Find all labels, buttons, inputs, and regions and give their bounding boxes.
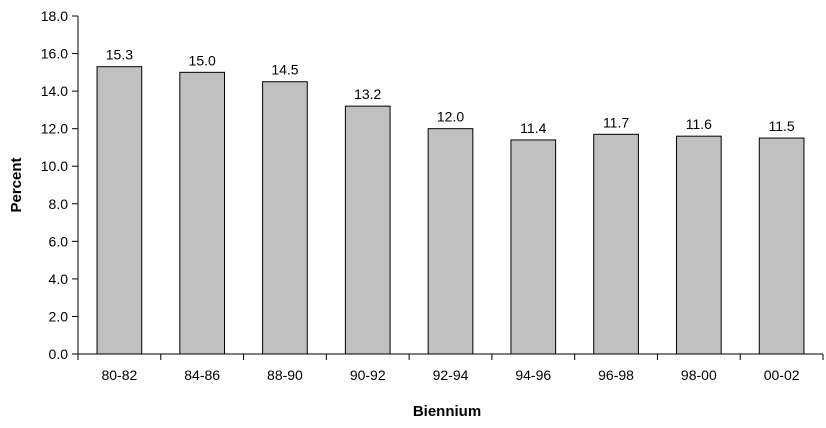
y-tick-label-6.0: 6.0: [49, 233, 69, 249]
y-tick-label-8.0: 8.0: [49, 196, 69, 212]
x-tick-label-90-92: 90-92: [350, 367, 386, 383]
y-axis-title: Percent: [8, 157, 25, 212]
bar-92-94: [427, 128, 474, 355]
data-label-88-90: 14.5: [271, 62, 298, 78]
x-tick-label-92-94: 92-94: [433, 367, 469, 383]
labels-layer: 15.3 80-82 15.0 84-86 14.5 88-90 13.2 90-92 12.0…: [41, 8, 800, 383]
data-label-92-94: 12.0: [437, 109, 464, 125]
y-tick-label-10.0: 10.0: [41, 158, 68, 174]
data-label-96-98: 11.7: [603, 114, 629, 130]
axes-layer: [72, 15, 824, 360]
x-tick-label-00-02: 00-02: [764, 367, 800, 383]
y-tick-label-12.0: 12.0: [41, 121, 68, 137]
x-tick-label-88-90: 88-90: [267, 367, 303, 383]
bar-90-92: [344, 105, 391, 355]
y-tick-label-0.0: 0.0: [49, 346, 69, 362]
bar-00-02: [758, 137, 805, 355]
data-label-84-86: 15.0: [189, 52, 216, 68]
y-tick-label-14.0: 14.0: [41, 83, 68, 99]
x-axis-title: Biennium: [413, 403, 481, 420]
data-label-80-82: 15.3: [106, 47, 133, 63]
x-tick-label-84-86: 84-86: [184, 367, 220, 383]
bar-94-96: [510, 139, 557, 355]
bars-layer: [96, 66, 805, 355]
y-tick-label-18.0: 18.0: [41, 8, 68, 24]
bar-88-90: [262, 81, 308, 355]
data-label-98-00: 11.6: [686, 116, 712, 132]
y-tick-label-2.0: 2.0: [49, 308, 69, 324]
y-tick-label-16.0: 16.0: [41, 46, 68, 62]
data-label-00-02: 11.5: [769, 118, 795, 134]
x-tick-label-94-96: 94-96: [515, 367, 551, 383]
bar-98-00: [675, 135, 722, 355]
y-tick-label-4.0: 4.0: [49, 271, 69, 287]
bar-80-82: [96, 66, 143, 355]
x-tick-label-98-00: 98-00: [681, 367, 717, 383]
data-label-94-96: 11.4: [520, 120, 546, 136]
data-label-90-92: 13.2: [354, 86, 381, 102]
bar-84-86: [179, 71, 226, 355]
x-tick-label-80-82: 80-82: [101, 367, 137, 383]
bar-96-98: [593, 133, 639, 355]
x-tick-label-96-98: 96-98: [598, 367, 634, 383]
